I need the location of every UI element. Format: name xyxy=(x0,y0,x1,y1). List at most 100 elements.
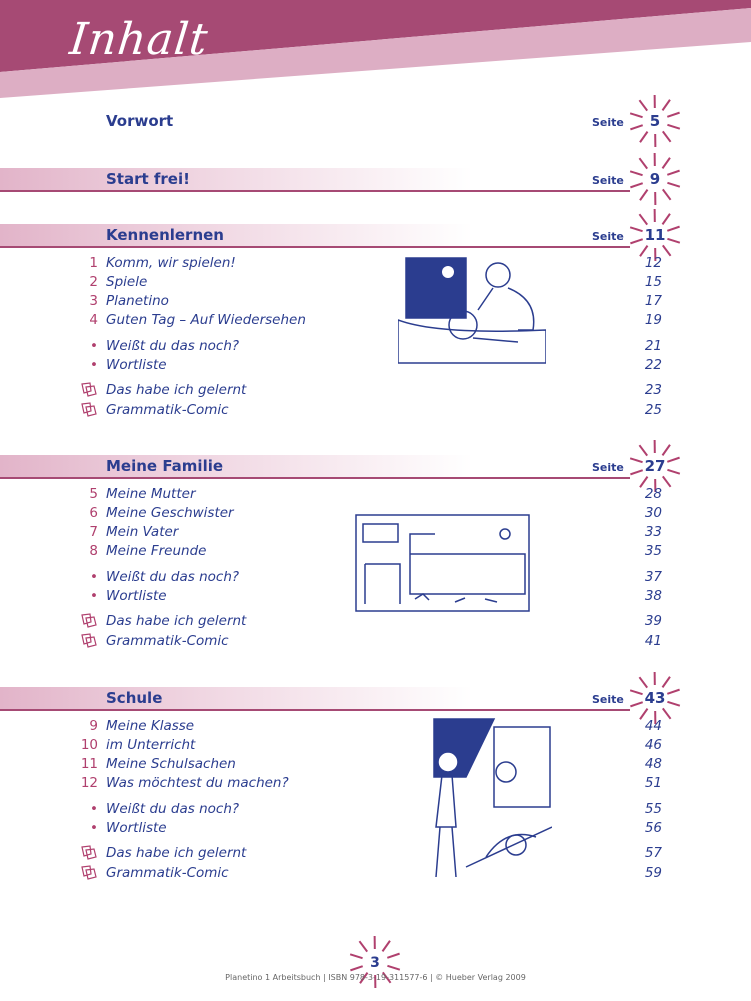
seite-label: Seite xyxy=(592,461,624,474)
toc-entry[interactable]: Grammatik-Comic 59 xyxy=(80,865,662,883)
toc-entry[interactable]: Das habe ich gelernt 39 xyxy=(80,613,662,631)
page-number: 3 xyxy=(370,955,380,971)
toc-entry[interactable]: 6 Meine Geschwister 30 xyxy=(80,505,662,523)
toc-entry[interactable]: 5 Meine Mutter 28 xyxy=(80,486,662,504)
item-marker: • xyxy=(90,357,98,373)
section-page: 5 xyxy=(649,112,661,130)
toc-entry[interactable]: 11 Meine Schulsachen 48 xyxy=(80,756,662,774)
toc-entry[interactable]: 8 Meine Freunde 35 xyxy=(80,543,662,561)
starburst-icon xyxy=(345,932,405,992)
item-marker: • xyxy=(90,801,98,817)
item-marker: • xyxy=(90,338,98,354)
section-title: Schule xyxy=(106,689,163,707)
entry-page: 23 xyxy=(644,382,662,398)
item-marker: • xyxy=(90,820,98,836)
entry-page: 33 xyxy=(644,524,662,540)
entry-page: 41 xyxy=(644,633,662,649)
entry-title: Grammatik-Comic xyxy=(106,865,229,881)
entry-page: 12 xyxy=(644,255,662,271)
entry-page: 55 xyxy=(644,801,662,817)
entry-title: Planetino xyxy=(106,293,169,309)
entry-page: 15 xyxy=(644,274,662,290)
comic-icon xyxy=(80,402,98,422)
entry-title: Meine Schulsachen xyxy=(106,756,236,772)
entry-title: Wortliste xyxy=(106,357,167,373)
starburst-icon xyxy=(625,91,685,151)
toc-entry[interactable]: 2 Spiele 15 xyxy=(80,274,662,292)
entry-page: 38 xyxy=(644,588,662,604)
entry-title: Weißt du das noch? xyxy=(106,569,240,585)
toc-entry[interactable]: • Weißt du das noch? 55 xyxy=(80,801,662,819)
toc-entry[interactable]: Das habe ich gelernt 57 xyxy=(80,845,662,863)
section-title: Meine Familie xyxy=(106,457,224,475)
entry-page: 59 xyxy=(644,865,662,881)
item-marker: 4 xyxy=(89,312,98,328)
section-title: Start frei! xyxy=(106,170,190,188)
toc-entry[interactable]: 3 Planetino 17 xyxy=(80,293,662,311)
entry-page: 39 xyxy=(644,613,662,629)
starburst-icon xyxy=(625,668,685,728)
toc-entry[interactable]: • Weißt du das noch? 21 xyxy=(80,338,662,356)
entry-title: Meine Mutter xyxy=(106,486,196,502)
illustration-child-in-bed xyxy=(398,257,546,364)
toc-entry[interactable]: Das habe ich gelernt 23 xyxy=(80,382,662,400)
toc-entry[interactable]: • Wortliste 56 xyxy=(80,820,662,838)
entry-title: Komm, wir spielen! xyxy=(106,255,236,271)
entry-page: 35 xyxy=(644,543,662,559)
entry-title: Meine Freunde xyxy=(106,543,207,559)
entry-title: Meine Klasse xyxy=(106,718,195,734)
seite-label: Seite xyxy=(592,230,624,243)
entry-page: 25 xyxy=(644,402,662,418)
section-page: 27 xyxy=(644,457,666,475)
entry-title: Wortliste xyxy=(106,588,167,604)
toc-entry[interactable]: 10 im Unterricht 46 xyxy=(80,737,662,755)
section-title: Vorwort xyxy=(106,112,174,130)
section-title: Kennenlernen xyxy=(106,226,224,244)
section-page: 43 xyxy=(644,689,666,707)
toc-entry[interactable]: 12 Was möchtest du machen? 51 xyxy=(80,775,662,793)
entry-title: Meine Geschwister xyxy=(106,505,234,521)
seite-label: Seite xyxy=(592,174,624,187)
starburst-icon xyxy=(625,436,685,496)
entry-page: 28 xyxy=(644,486,662,502)
toc-entry[interactable]: • Weißt du das noch? 37 xyxy=(80,569,662,587)
entry-title: Weißt du das noch? xyxy=(106,801,240,817)
item-marker: 11 xyxy=(80,756,98,772)
toc-entry[interactable]: 7 Mein Vater 33 xyxy=(80,524,662,542)
item-marker: • xyxy=(90,569,98,585)
comic-icon xyxy=(80,382,98,402)
entry-page: 44 xyxy=(644,718,662,734)
entry-title: im Unterricht xyxy=(106,737,196,753)
toc-entry[interactable]: Grammatik-Comic 41 xyxy=(80,633,662,651)
toc-entry[interactable]: • Wortliste 38 xyxy=(80,588,662,606)
item-marker: 6 xyxy=(89,505,98,521)
entry-title: Das habe ich gelernt xyxy=(106,382,247,398)
item-marker: 7 xyxy=(89,524,98,540)
entry-page: 51 xyxy=(644,775,662,791)
section-page: 11 xyxy=(644,226,666,244)
toc-entry[interactable]: • Wortliste 22 xyxy=(80,357,662,375)
item-marker: 10 xyxy=(80,737,98,753)
entry-title: Was möchtest du machen? xyxy=(106,775,289,791)
entry-page: 19 xyxy=(644,312,662,328)
entry-title: Spiele xyxy=(106,274,148,290)
toc-entry[interactable]: 4 Guten Tag – Auf Wiedersehen 19 xyxy=(80,312,662,330)
entry-title: Grammatik-Comic xyxy=(106,633,229,649)
item-marker: 5 xyxy=(89,486,98,502)
entry-page: 17 xyxy=(644,293,662,309)
item-marker: 2 xyxy=(89,274,98,290)
entry-page: 46 xyxy=(644,737,662,753)
starburst-icon xyxy=(625,149,685,209)
toc-entry[interactable]: Grammatik-Comic 25 xyxy=(80,402,662,420)
section-band xyxy=(0,168,630,192)
entry-page: 57 xyxy=(644,845,662,861)
comic-icon xyxy=(80,613,98,633)
header-banner xyxy=(0,0,751,98)
section-band xyxy=(0,687,630,711)
toc-entry[interactable]: 1 Komm, wir spielen! 12 xyxy=(80,255,662,273)
entry-title: Das habe ich gelernt xyxy=(106,613,247,629)
page-title: Inhalt xyxy=(67,14,211,65)
toc-entry[interactable]: 9 Meine Klasse 44 xyxy=(80,718,662,736)
footer-imprint: Planetino 1 Arbeitsbuch | ISBN 978-3-19-… xyxy=(225,973,526,982)
entry-title: Weißt du das noch? xyxy=(106,338,240,354)
